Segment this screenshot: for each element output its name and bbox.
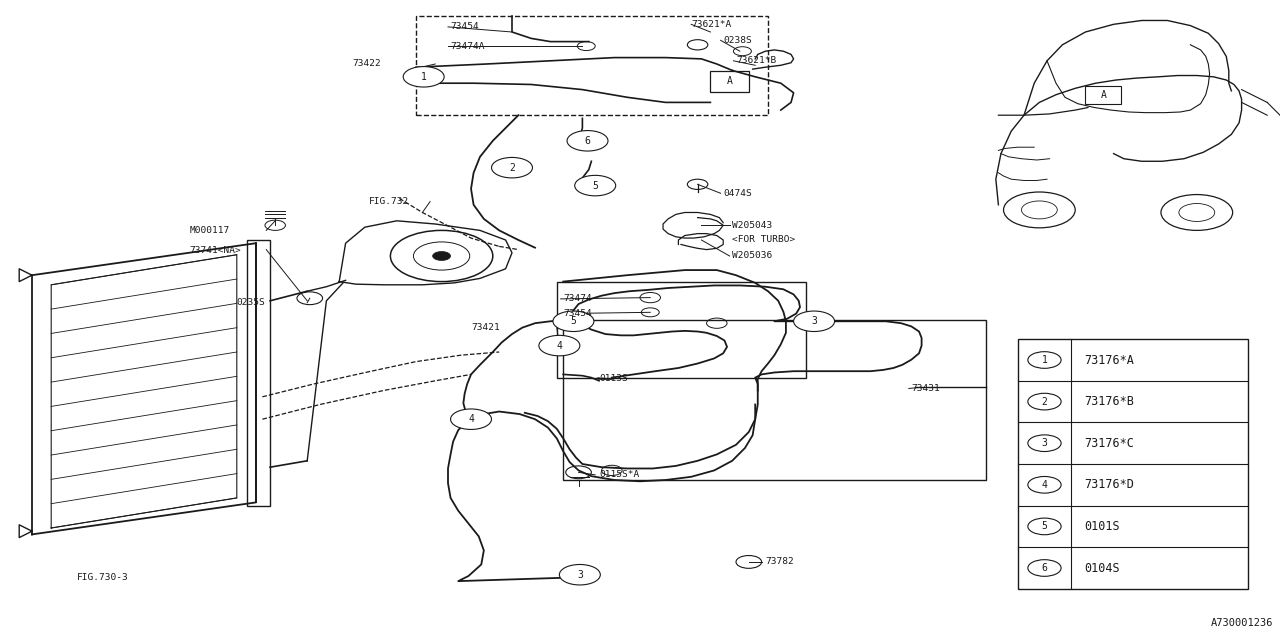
Text: A: A — [727, 76, 732, 86]
Bar — [247, 240, 270, 506]
Circle shape — [553, 311, 594, 332]
Circle shape — [403, 67, 444, 87]
Text: 0115S*A: 0115S*A — [599, 470, 639, 479]
Text: 3: 3 — [812, 316, 817, 326]
Text: 0113S: 0113S — [599, 374, 627, 383]
Text: 5: 5 — [1042, 522, 1047, 531]
Circle shape — [1028, 476, 1061, 493]
Bar — [563, 320, 986, 480]
Text: 73454: 73454 — [451, 22, 479, 31]
Bar — [557, 282, 806, 378]
Text: 2: 2 — [1042, 397, 1047, 406]
Text: W205043: W205043 — [732, 221, 772, 230]
Bar — [1085, 86, 1121, 104]
Bar — [1018, 339, 1248, 589]
Circle shape — [1028, 518, 1061, 535]
Text: 0101S: 0101S — [1084, 520, 1120, 533]
Text: 73176*B: 73176*B — [1084, 395, 1134, 408]
Circle shape — [575, 175, 616, 196]
Text: 73454: 73454 — [563, 309, 591, 318]
Circle shape — [492, 157, 532, 178]
Circle shape — [1028, 435, 1061, 452]
Text: 73621*B: 73621*B — [736, 56, 776, 65]
Text: 6: 6 — [585, 136, 590, 146]
Circle shape — [1028, 352, 1061, 369]
Text: 3: 3 — [1042, 438, 1047, 448]
Text: 3: 3 — [577, 570, 582, 580]
Text: 0238S: 0238S — [723, 36, 751, 45]
Text: FIG.730-3: FIG.730-3 — [77, 573, 128, 582]
Text: 4: 4 — [468, 414, 474, 424]
Text: A730001236: A730001236 — [1211, 618, 1274, 628]
Text: 73176*C: 73176*C — [1084, 436, 1134, 450]
Text: 73741<NA>: 73741<NA> — [189, 246, 241, 255]
Circle shape — [433, 252, 451, 260]
Text: 0235S: 0235S — [237, 298, 265, 307]
Text: W205036: W205036 — [732, 252, 772, 260]
Text: 0104S: 0104S — [1084, 561, 1120, 575]
Text: 73474: 73474 — [563, 294, 591, 303]
Text: M000117: M000117 — [189, 226, 229, 235]
Text: 73782: 73782 — [765, 557, 794, 566]
Text: 6: 6 — [1042, 563, 1047, 573]
Circle shape — [1028, 393, 1061, 410]
Text: 73431: 73431 — [911, 384, 940, 393]
Text: 5: 5 — [593, 180, 598, 191]
Circle shape — [451, 409, 492, 429]
Circle shape — [1028, 559, 1061, 576]
Circle shape — [559, 564, 600, 585]
Text: 5: 5 — [571, 316, 576, 326]
Circle shape — [539, 335, 580, 356]
Text: 73176*D: 73176*D — [1084, 478, 1134, 492]
Text: A: A — [1101, 90, 1106, 100]
Text: 1: 1 — [1042, 355, 1047, 365]
Bar — [416, 16, 768, 115]
Text: 1: 1 — [421, 72, 426, 82]
Text: 4: 4 — [557, 340, 562, 351]
Text: 2: 2 — [509, 163, 515, 173]
Text: 4: 4 — [1042, 480, 1047, 490]
Text: 73421: 73421 — [471, 323, 499, 332]
Text: 73422: 73422 — [352, 60, 380, 68]
Text: 73474A: 73474A — [451, 42, 485, 51]
Text: <FOR TURBO>: <FOR TURBO> — [732, 236, 795, 244]
Bar — [710, 71, 749, 92]
Circle shape — [794, 311, 835, 332]
Text: 73176*A: 73176*A — [1084, 353, 1134, 367]
Circle shape — [567, 131, 608, 151]
Text: 0474S: 0474S — [723, 189, 751, 198]
Text: 73621*A: 73621*A — [691, 20, 731, 29]
Text: FIG.732: FIG.732 — [369, 197, 408, 206]
